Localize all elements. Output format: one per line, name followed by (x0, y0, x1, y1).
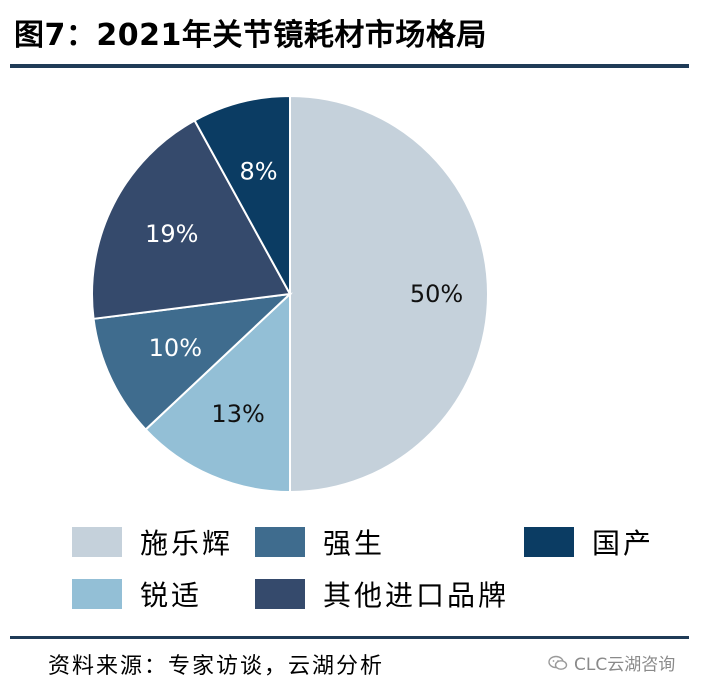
legend-item-domestic: 国产 (524, 522, 654, 562)
pie-data-label-other-imports: 19% (145, 220, 198, 248)
legend-label: 施乐辉 (140, 527, 234, 560)
pie-data-label-domestic: 8% (239, 157, 277, 185)
legend-swatch (524, 527, 574, 557)
legend-swatch (72, 527, 122, 557)
chart-title: 图7：2021年关节镜耗材市场格局 (14, 18, 487, 53)
pie-slice-jnj (92, 292, 293, 431)
bottom-divider (10, 636, 689, 639)
pie-slice-smith-nephew (289, 94, 489, 494)
legend-item-arthrex: 锐适 (72, 574, 202, 614)
pie-slice-other-imports (91, 119, 292, 320)
legend-swatch (72, 579, 122, 609)
pie-slice-arthrex (144, 291, 291, 494)
legend-swatch (255, 579, 305, 609)
legend-swatch (255, 527, 305, 557)
pie-slice-domestic (193, 94, 291, 295)
wechat-icon (548, 655, 568, 670)
pie-data-label-smith-nephew: 50% (410, 280, 463, 308)
pie-chart: 50% 13% 10% 19% 8% (91, 94, 489, 494)
legend-item-other-imports: 其他进口品牌 (255, 574, 509, 614)
legend-item-smith-nephew: 施乐辉 (72, 522, 233, 562)
legend-label: 强生 (323, 527, 386, 560)
watermark: CLC云湖咨询 (548, 650, 675, 675)
legend-item-jnj: 强生 (255, 522, 385, 562)
watermark-text: CLC云湖咨询 (574, 655, 676, 675)
pie-data-label-jnj: 10% (149, 334, 202, 362)
legend-label: 其他进口品牌 (323, 579, 510, 612)
top-divider (10, 64, 689, 68)
pie-data-label-arthrex: 13% (211, 400, 264, 428)
legend-label: 国产 (592, 527, 655, 560)
source-note: 资料来源：专家访谈，云湖分析 (48, 654, 385, 679)
legend-label: 锐适 (140, 579, 203, 612)
